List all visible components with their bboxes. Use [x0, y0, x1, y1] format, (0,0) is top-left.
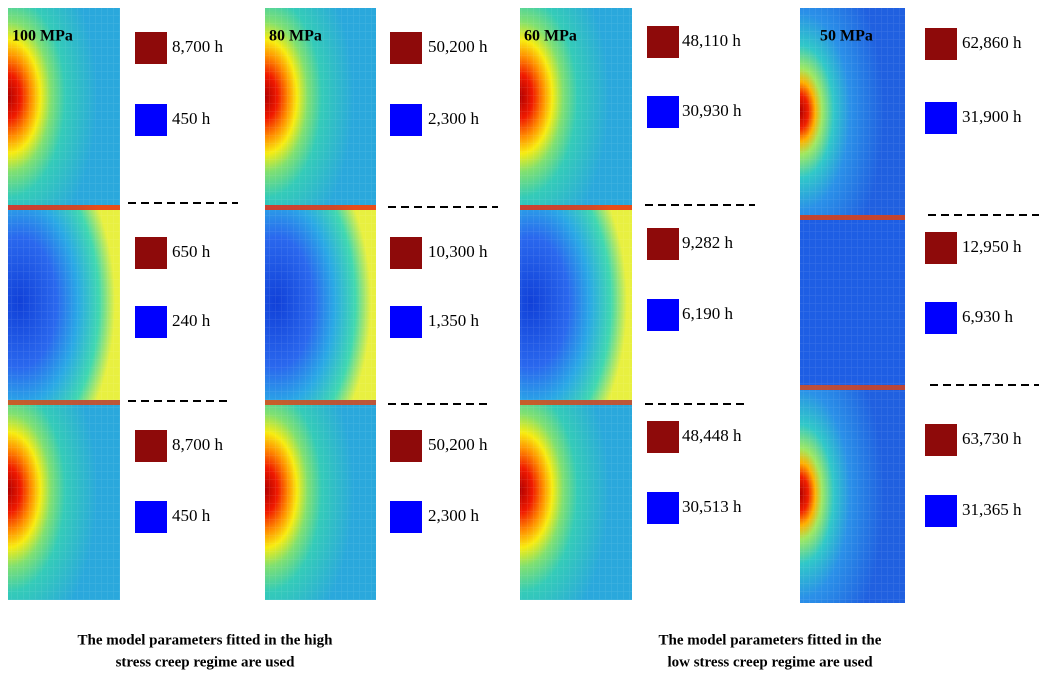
edge-strip	[8, 400, 120, 405]
mesh	[8, 400, 120, 600]
mesh	[265, 400, 376, 600]
legend-high	[390, 237, 422, 269]
mesh	[8, 8, 120, 205]
legend-high	[925, 232, 957, 264]
stress-label: 50 MPa	[820, 28, 873, 45]
legend-high	[390, 32, 422, 64]
legend-low	[390, 306, 422, 338]
caption: The model parameters fitted in the	[659, 632, 882, 648]
legend-high	[135, 237, 167, 269]
caption: low stress creep regime are used	[667, 654, 873, 670]
legend-high-label: 12,950 h	[962, 237, 1022, 256]
legend-low-label: 450 h	[172, 506, 211, 525]
stress-label: 100 MPa	[12, 28, 73, 45]
legend-high	[647, 228, 679, 260]
legend-low-label: 450 h	[172, 109, 211, 128]
caption: stress creep regime are used	[116, 654, 296, 670]
mesh	[265, 8, 376, 205]
legend-low-label: 30,930 h	[682, 101, 742, 120]
edge-strip	[520, 205, 632, 210]
edge-strip	[520, 400, 632, 405]
mesh	[265, 205, 376, 400]
mesh	[520, 400, 632, 600]
legend-high-label: 50,200 h	[428, 435, 488, 454]
mesh	[800, 8, 905, 215]
legend-low-label: 31,900 h	[962, 107, 1022, 126]
mesh	[800, 385, 905, 603]
legend-low	[135, 104, 167, 136]
legend-low	[390, 501, 422, 533]
legend-low-label: 31,365 h	[962, 500, 1022, 519]
legend-low-label: 30,513 h	[682, 497, 742, 516]
legend-high-label: 48,448 h	[682, 426, 742, 445]
legend-low	[647, 96, 679, 128]
legend-high-label: 48,110 h	[682, 31, 741, 50]
edge-strip	[8, 205, 120, 210]
legend-high	[647, 26, 679, 58]
stress-label: 80 MPa	[269, 28, 322, 45]
legend-low	[135, 501, 167, 533]
stress-label: 60 MPa	[524, 28, 577, 45]
legend-high-label: 9,282 h	[682, 233, 734, 252]
legend-high	[135, 32, 167, 64]
legend-high-label: 8,700 h	[172, 37, 224, 56]
legend-low-label: 6,930 h	[962, 307, 1014, 326]
mesh	[800, 215, 905, 385]
legend-high-label: 63,730 h	[962, 429, 1022, 448]
legend-low	[925, 102, 957, 134]
legend-high	[135, 430, 167, 462]
legend-high-label: 62,860 h	[962, 33, 1022, 52]
legend-low	[925, 302, 957, 334]
legend-low-label: 6,190 h	[682, 304, 734, 323]
legend-low	[135, 306, 167, 338]
legend-low-label: 2,300 h	[428, 506, 480, 525]
legend-low	[647, 299, 679, 331]
legend-high	[647, 421, 679, 453]
legend-low-label: 240 h	[172, 311, 211, 330]
legend-high-label: 10,300 h	[428, 242, 488, 261]
legend-high	[390, 430, 422, 462]
legend-low	[390, 104, 422, 136]
caption: The model parameters fitted in the high	[78, 632, 334, 648]
legend-high-label: 50,200 h	[428, 37, 488, 56]
mesh	[520, 8, 632, 205]
mesh	[8, 205, 120, 400]
legend-high-label: 8,700 h	[172, 435, 224, 454]
legend-low-label: 2,300 h	[428, 109, 480, 128]
legend-low-label: 1,350 h	[428, 311, 480, 330]
edge-strip	[265, 205, 376, 210]
mesh	[520, 205, 632, 400]
edge-strip	[265, 400, 376, 405]
legend-low	[925, 495, 957, 527]
legend-high	[925, 424, 957, 456]
edge-strip	[800, 385, 905, 390]
legend-high-label: 650 h	[172, 242, 211, 261]
legend-low	[647, 492, 679, 524]
edge-strip	[800, 215, 905, 220]
legend-high	[925, 28, 957, 60]
